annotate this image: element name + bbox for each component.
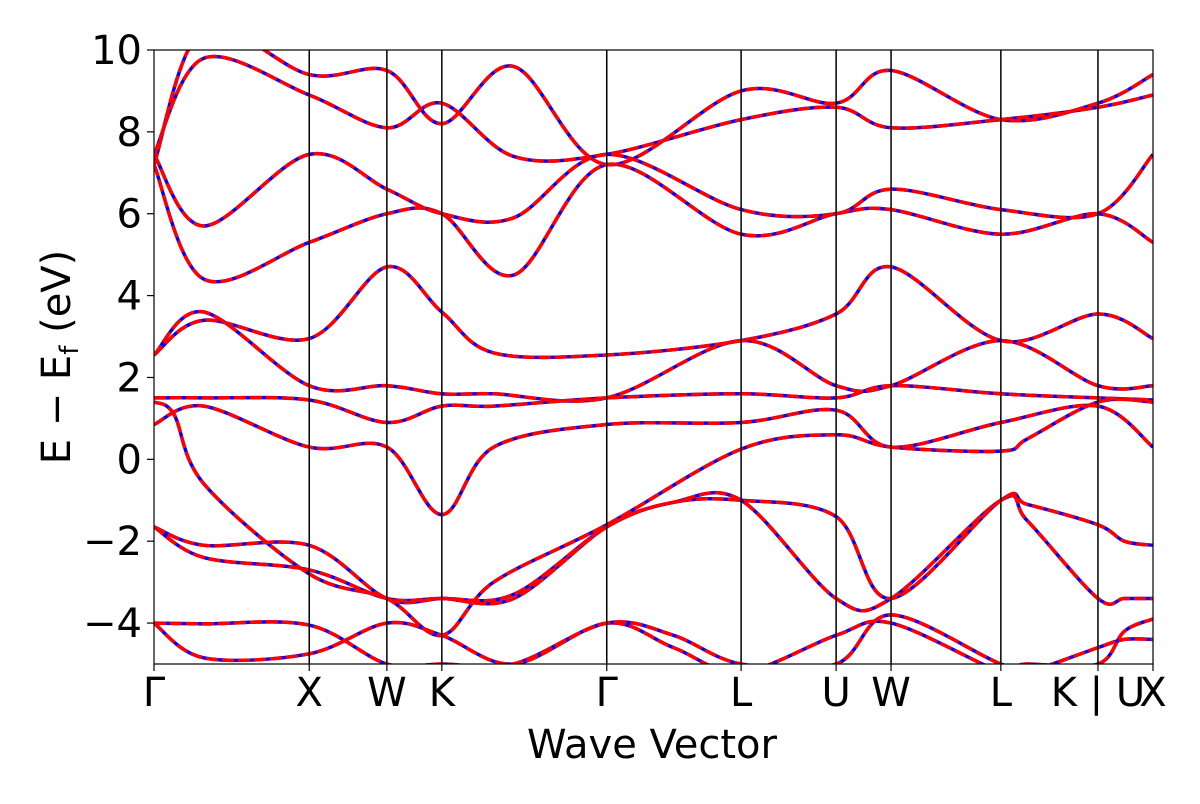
band-line-solid-7 — [154, 310, 1153, 403]
y-tick-label-7: 10 — [91, 28, 142, 74]
y-tick-label-2: 0 — [117, 437, 142, 483]
x-tick-label-9: K | U — [1051, 670, 1145, 716]
y-axis-label-subscript: f — [55, 345, 85, 355]
band-line-dashed-2 — [154, 491, 1153, 605]
y-axis: −4 −2 0 2 4 6 8 10 — [83, 28, 154, 647]
x-tick-label-8: L — [990, 670, 1013, 716]
band-line-solid-3 — [154, 490, 1153, 613]
y-axis-label-group: E − Ef (eV) — [34, 250, 85, 465]
band-line-dashed-0 — [154, 613, 1153, 664]
y-tick-label-3: 2 — [117, 355, 142, 401]
x-tick-label-2: W — [367, 670, 407, 716]
band-line-dashed-12 — [154, 50, 1153, 167]
y-tick-label-0: −4 — [83, 601, 142, 647]
band-line-dashed-8 — [154, 264, 1153, 360]
x-tick-label-4: Γ — [596, 670, 619, 716]
x-tick-label-0: Γ — [143, 670, 166, 716]
band-line-dashed-1 — [154, 619, 1153, 664]
y-tick-label-1: −2 — [83, 519, 142, 565]
y-tick-label-4: 4 — [117, 274, 142, 320]
kpoint-lines — [308, 50, 1099, 664]
band-line-solid-8 — [154, 264, 1153, 360]
band-line-solid-10 — [154, 151, 1153, 228]
band-line-dashed-7 — [154, 310, 1153, 403]
x-tick-label-5: L — [730, 670, 753, 716]
band-line-solid-2 — [154, 491, 1153, 605]
bands-layer — [154, 50, 1153, 664]
band-line-dashed-4 — [154, 397, 1153, 638]
band-line-solid-6 — [154, 383, 1153, 425]
y-axis-label: E − Ef (eV) — [34, 250, 85, 465]
x-tick-label-6: U — [821, 670, 850, 716]
y-tick-label-6: 8 — [117, 110, 142, 156]
x-axis-label: Wave Vector — [527, 722, 778, 768]
y-axis-label-unit: (eV) — [34, 250, 80, 346]
x-tick-label-7: W — [871, 670, 911, 716]
band-line-solid-4 — [154, 397, 1153, 638]
band-line-dashed-9 — [154, 162, 1153, 284]
plot-frame — [153, 49, 1154, 665]
band-line-dashed-3 — [154, 490, 1153, 613]
y-axis-label-main: E − E — [34, 355, 80, 465]
x-tick-label-1: X — [296, 670, 323, 716]
x-tick-label-3: K — [429, 670, 457, 716]
band-line-dashed-6 — [154, 383, 1153, 425]
x-tick-label-10: X — [1139, 670, 1166, 716]
y-tick-label-5: 6 — [117, 192, 142, 238]
band-line-dashed-10 — [154, 151, 1153, 228]
